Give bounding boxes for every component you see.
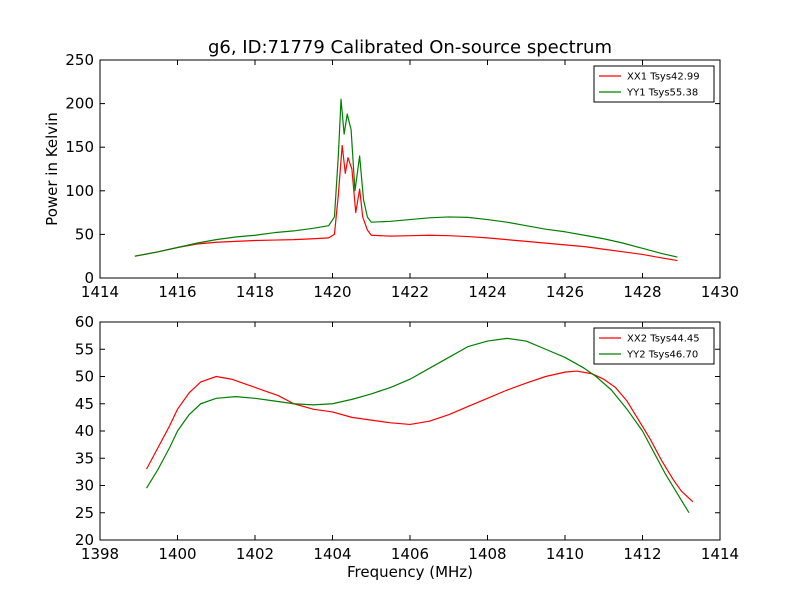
y-tick-label: 30	[75, 477, 94, 495]
panel-top: 1414 1416 1418 1420 1422 1424 1426 1428 1430 0 50 1…	[43, 51, 739, 301]
y-tick-label: 45	[75, 395, 94, 413]
x-tick-label: 1402	[236, 545, 274, 563]
y-tick-label: 35	[75, 449, 94, 467]
series-line-0	[134, 144, 678, 262]
legend-label-0: XX2 Tsys44.45	[627, 334, 700, 345]
x-tick-label: 1404	[313, 545, 351, 563]
x-tick-label: 1414	[81, 283, 119, 301]
series-line-0	[145, 370, 694, 503]
y-tick-label: 200	[65, 95, 94, 113]
x-tick-label: 1408	[468, 545, 506, 563]
x-tick-label: 1400	[158, 545, 196, 563]
y-tick-label: 25	[75, 504, 94, 522]
y-tick-label: 250	[65, 51, 94, 69]
y-tick-label: 100	[65, 182, 94, 200]
legend-label-1: YY2 Tsys46.70	[626, 350, 698, 361]
x-tick-label: 1426	[546, 283, 584, 301]
x-tick-label: 1412	[623, 545, 661, 563]
x-tick-label: 1424	[468, 283, 506, 301]
x-tick-label: 1428	[623, 283, 661, 301]
x-tick-label: 1420	[313, 283, 351, 301]
y-tick-label: 150	[65, 138, 94, 156]
x-tick-label: 1418	[236, 283, 274, 301]
x-tick-label: 1398	[81, 545, 119, 563]
y-axis-label: Power in Kelvin	[43, 112, 61, 226]
x-tick-label: 1430	[701, 283, 739, 301]
legend-label-0: XX1 Tsys42.99	[627, 72, 700, 83]
series-line-1	[145, 337, 690, 514]
y-tick-label: 50	[75, 225, 94, 243]
y-tick-label: 20	[75, 531, 94, 549]
x-tick-label: 1406	[391, 545, 429, 563]
series-line-1	[134, 98, 678, 258]
legend-box	[593, 327, 715, 365]
y-tick-label: 60	[75, 313, 94, 331]
x-tick-label: 1414	[701, 545, 739, 563]
y-tick-label: 0	[84, 269, 94, 287]
x-tick-label: 1416	[158, 283, 196, 301]
chart-title: g6, ID:71779 Calibrated On-source spectr…	[208, 37, 612, 58]
panel-bottom: 1398 1400 1402 1404 1406 1408 1410 1412 1414 20 25…	[75, 313, 739, 581]
y-tick-label: 40	[75, 422, 94, 440]
y-tick-label: 50	[75, 368, 94, 386]
legend-box	[593, 65, 715, 103]
x-tick-label: 1410	[546, 545, 584, 563]
legend-label-1: YY1 Tsys55.38	[626, 88, 698, 99]
x-axis-label: Frequency (MHz)	[347, 563, 473, 581]
x-tick-label: 1422	[391, 283, 429, 301]
y-tick-label: 55	[75, 340, 94, 358]
